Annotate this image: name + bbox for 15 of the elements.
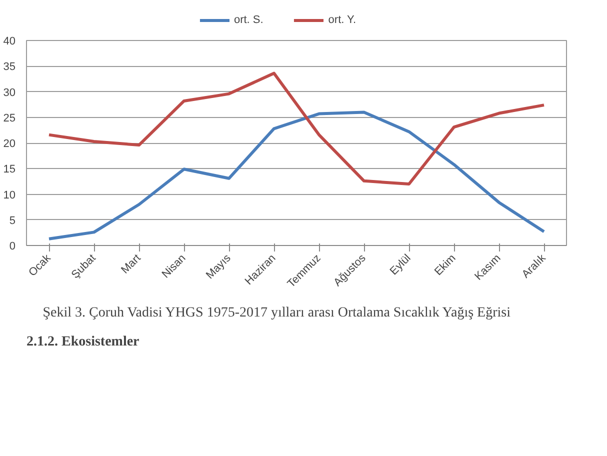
y-tick-label: 10 (3, 189, 16, 202)
line-series (48, 72, 546, 186)
y-tick-label: 25 (3, 112, 16, 124)
y-tick-label: 0 (9, 240, 16, 252)
legend-label: ort. S. (234, 14, 264, 26)
text: 2.1.2. Ekosistemler (26, 334, 140, 350)
legend-label: ort. Y. (328, 14, 356, 26)
y-tick-label: 20 (3, 138, 16, 150)
y-tick-label: 5 (9, 214, 16, 227)
y-tick-label: 40 (3, 36, 16, 48)
y-tick-label: 35 (3, 61, 16, 74)
line-series (48, 110, 546, 240)
y-tick-label: 15 (3, 164, 16, 176)
y-tick-label: 30 (3, 86, 16, 99)
text: Şekil 3. Çoruh Vadisi YHGS 1975-2017 yılları arası Ortalama Sıcaklık Yağış Eğrisi (42, 306, 511, 320)
